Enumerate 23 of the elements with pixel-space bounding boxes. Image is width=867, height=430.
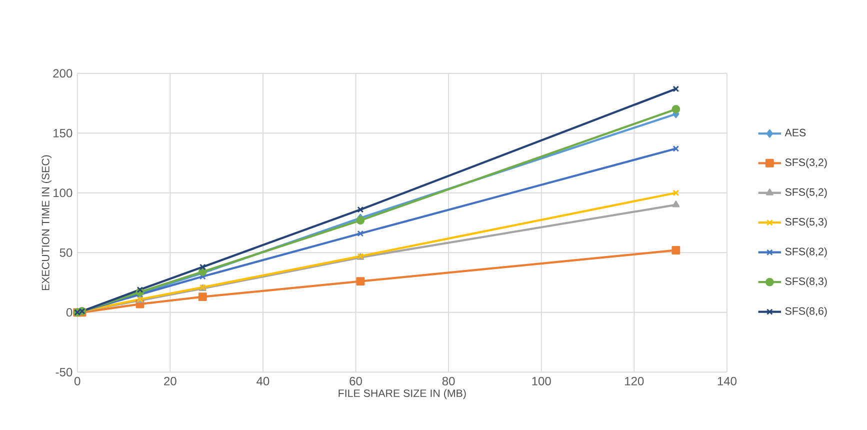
legend-label: SFS(8,6) [785,307,827,318]
y-tick-label: 150 [54,129,72,138]
y-tick-label: 100 [54,188,72,198]
x-tick-label: 20 [164,377,176,386]
y-tick-label: 50 [60,248,72,258]
legend-label: SFS(5,2) [785,188,827,198]
x-tick-label: 140 [718,377,736,386]
x-tick-label: 0 [74,377,80,386]
legend-label: SFS(8,3) [785,277,827,288]
x-tick-label: 120 [625,377,644,386]
y-tick-label: 200 [53,69,72,78]
legend-label: SFS(3,2) [785,158,827,168]
x-axis-title: FILE SHARE SIZE IN (MB) [338,389,466,400]
y-axis-title: EXECUTION TIME IN (SEC) [42,156,52,290]
y-tick-label: 0 [66,308,72,317]
x-tick-label: 100 [532,377,551,386]
x-tick-label: 60 [350,377,362,386]
x-tick-label: 40 [256,377,270,386]
legend-label: SFS(8,2) [785,248,827,258]
legend-label: AES [784,129,806,137]
legend-label: SFS(5,3) [785,218,827,228]
x-tick-label: 80 [442,377,455,386]
y-tick-label: -50 [56,368,72,377]
